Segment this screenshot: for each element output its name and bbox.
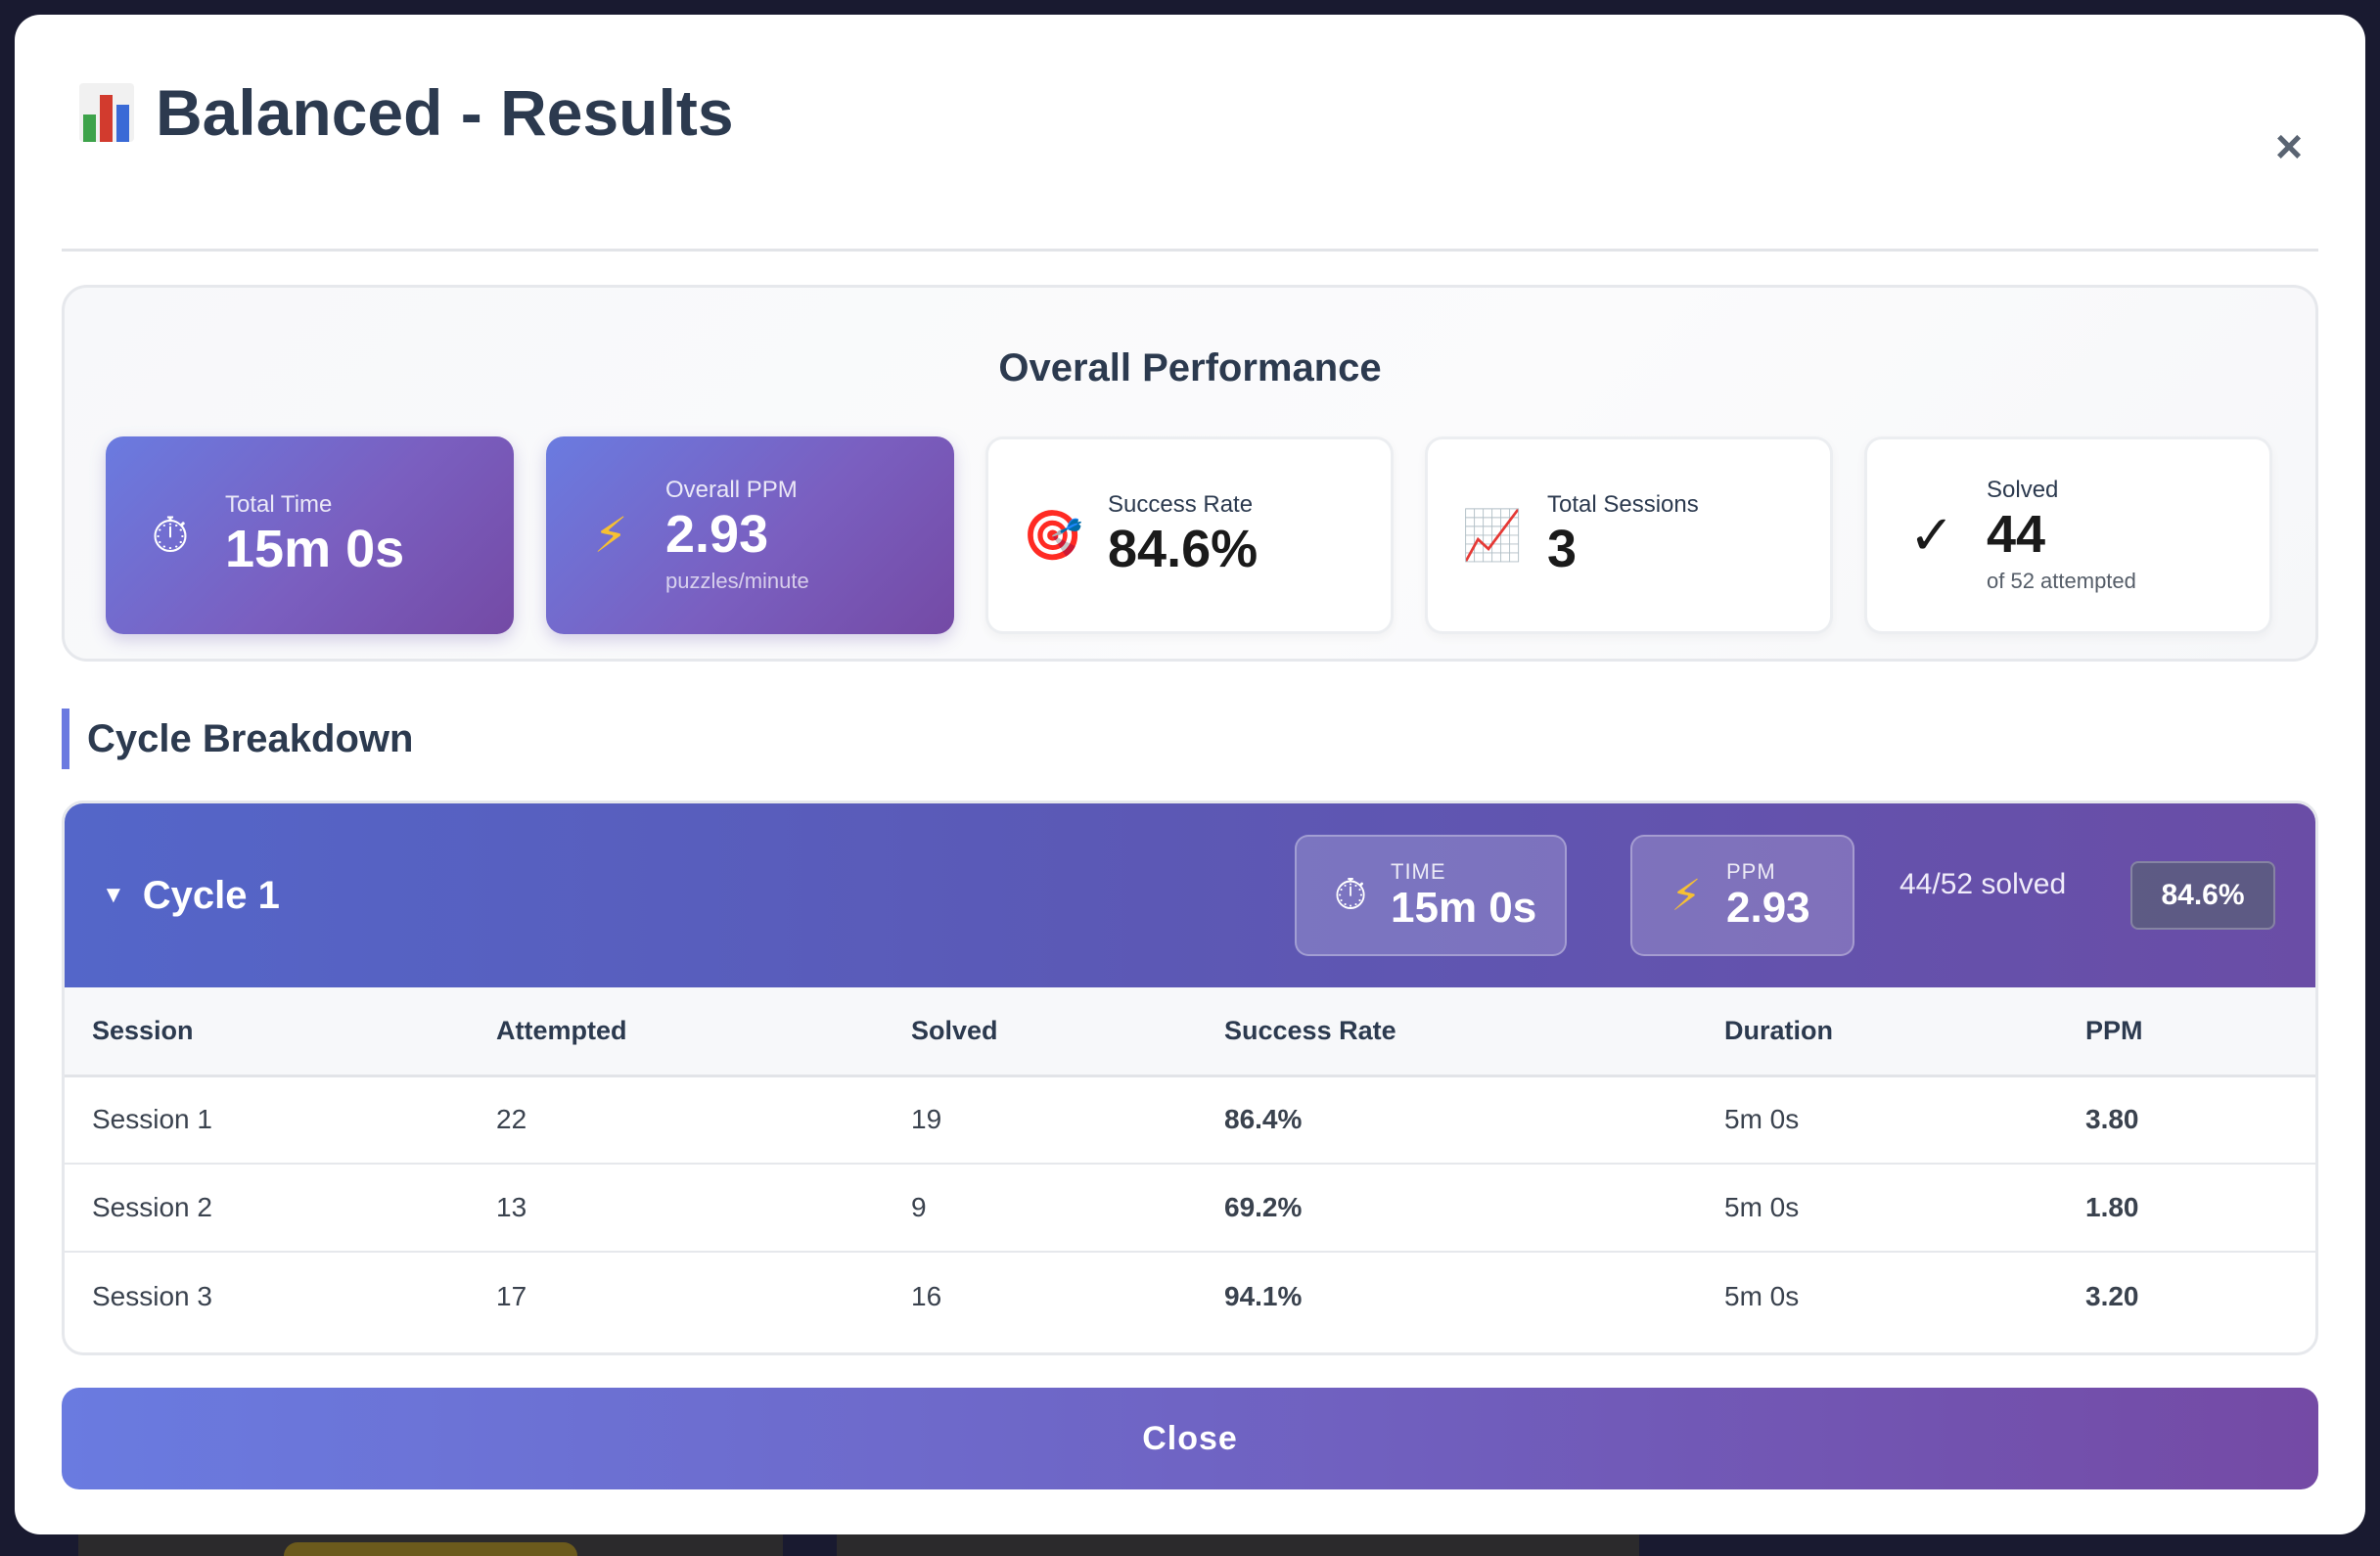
caret-down-icon: ▼ [102, 882, 125, 908]
chip-label: TIME [1391, 858, 1446, 884]
stopwatch-icon: ⏱ [151, 507, 190, 563]
session-table: Session Attempted Solved Success Rate Du… [65, 987, 2315, 1340]
cycle-ppm-chip: ⚡ PPM 2.93 [1630, 835, 1854, 956]
stat-sub: puzzles/minute [665, 569, 809, 594]
column-header: Duration [1724, 1015, 1833, 1045]
cell-attempted: 17 [496, 1280, 527, 1311]
stat-card-overall-ppm: ⚡ Overall PPM 2.93 puzzles/minute [546, 436, 954, 634]
cell-solved: 9 [911, 1192, 927, 1222]
cell-duration: 5m 0s [1724, 1192, 1800, 1222]
cell-success-rate: 69.2% [1224, 1192, 1303, 1222]
cell-ppm: 3.80 [2085, 1104, 2139, 1135]
column-header: Success Rate [1224, 1015, 1396, 1045]
cycle-name: Cycle 1 [142, 873, 280, 917]
cycle-header[interactable]: ▼ Cycle 1 ⏱ TIME 15m 0s ⚡ PPM 2.93 44/52… [65, 803, 2315, 987]
column-header: Solved [911, 1015, 998, 1045]
modal-title-text: Balanced - Results [156, 76, 734, 149]
table-row: Session 2 13 9 69.2% 5m 0s 1.80 [65, 1164, 2315, 1252]
bar-chart-icon [79, 83, 134, 142]
trend-chart-icon: 📈 [1461, 507, 1524, 563]
stat-card-success-rate: 🎯 Success Rate 84.6% [985, 436, 1394, 634]
cycle-time-chip: ⏱ TIME 15m 0s [1295, 835, 1567, 956]
close-icon[interactable]: × [2274, 120, 2304, 173]
lightning-icon: ⚡ [593, 508, 628, 563]
column-header: Session [92, 1015, 194, 1045]
stat-value: 3 [1547, 519, 1578, 578]
table-row: Session 3 17 16 94.1% 5m 0s 3.20 [65, 1252, 2315, 1340]
cycle-percent-badge: 84.6% [2130, 861, 2275, 930]
cell-session: Session 3 [92, 1280, 212, 1311]
cycle-solved-text: 44/52 solved [1899, 868, 2067, 900]
stat-value: 44 [1987, 504, 2046, 564]
stat-value: 15m 0s [225, 519, 405, 578]
cycle-panel: ▼ Cycle 1 ⏱ TIME 15m 0s ⚡ PPM 2.93 44/52… [62, 801, 2318, 1355]
stat-label: Success Rate [1108, 490, 1254, 518]
cell-session: Session 2 [92, 1192, 212, 1222]
cycle-toggle[interactable]: ▼ Cycle 1 [102, 803, 280, 987]
cell-duration: 5m 0s [1724, 1280, 1800, 1311]
results-modal: Balanced - Results × Overall Performance… [15, 15, 2365, 1534]
cell-solved: 19 [911, 1104, 942, 1135]
cell-success-rate: 94.1% [1224, 1280, 1303, 1311]
checkmark-icon: ✓ [1908, 504, 1955, 566]
close-button[interactable]: Close [62, 1388, 2318, 1489]
cycle-breakdown-title: Cycle Breakdown [62, 709, 413, 769]
stat-card-total-sessions: 📈 Total Sessions 3 [1425, 436, 1833, 634]
stat-label: Total Sessions [1547, 490, 1699, 518]
cell-attempted: 13 [496, 1192, 527, 1222]
cell-solved: 16 [911, 1280, 942, 1311]
chip-value: 15m 0s [1391, 883, 1537, 932]
overall-performance-panel: Overall Performance ⏱ Total Time 15m 0s … [62, 285, 2318, 662]
chip-value: 2.93 [1726, 883, 1810, 932]
cell-session: Session 1 [92, 1104, 212, 1135]
cell-success-rate: 86.4% [1224, 1104, 1303, 1135]
stat-label: Total Time [225, 490, 333, 518]
overall-performance-title: Overall Performance [998, 346, 1382, 389]
lightning-icon: ⚡ [1671, 871, 1702, 920]
column-header: PPM [2085, 1015, 2143, 1045]
stat-sub: of 52 attempted [1987, 569, 2136, 594]
cell-ppm: 1.80 [2085, 1192, 2139, 1222]
target-icon: 🎯 [1022, 507, 1084, 563]
stat-card-total-time: ⏱ Total Time 15m 0s [106, 436, 514, 634]
modal-title: Balanced - Results [79, 75, 734, 150]
column-header: Attempted [496, 1015, 627, 1045]
modal-header: Balanced - Results × [62, 15, 2318, 252]
table-header-row: Session Attempted Solved Success Rate Du… [65, 987, 2315, 1075]
table-row: Session 1 22 19 86.4% 5m 0s 3.80 [65, 1075, 2315, 1164]
cell-duration: 5m 0s [1724, 1104, 1800, 1135]
stat-value: 84.6% [1108, 519, 1259, 578]
stopwatch-icon: ⏱ [1333, 871, 1368, 919]
chip-label: PPM [1726, 858, 1776, 884]
stat-label: Overall PPM [665, 476, 798, 503]
cell-ppm: 3.20 [2085, 1280, 2139, 1311]
cell-attempted: 22 [496, 1104, 527, 1135]
stat-value: 2.93 [665, 504, 769, 564]
stat-card-solved: ✓ Solved 44 of 52 attempted [1864, 436, 2272, 634]
stat-label: Solved [1987, 476, 2059, 503]
